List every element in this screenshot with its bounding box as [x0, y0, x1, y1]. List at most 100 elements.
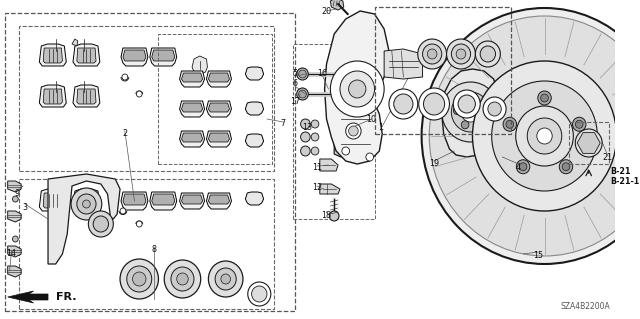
Circle shape: [472, 61, 616, 211]
Circle shape: [453, 90, 480, 118]
Circle shape: [311, 120, 319, 128]
Text: 3: 3: [22, 203, 28, 211]
Circle shape: [428, 49, 437, 59]
Circle shape: [77, 194, 96, 214]
Polygon shape: [44, 89, 63, 104]
Polygon shape: [207, 193, 232, 209]
Circle shape: [342, 70, 349, 78]
Circle shape: [13, 236, 19, 242]
Polygon shape: [209, 103, 230, 112]
Polygon shape: [209, 133, 230, 142]
Circle shape: [215, 268, 236, 290]
Bar: [293, 44, 374, 219]
Text: 15: 15: [532, 250, 543, 259]
Circle shape: [301, 146, 310, 156]
Circle shape: [366, 153, 374, 161]
Circle shape: [177, 273, 188, 285]
Text: FR.: FR.: [56, 292, 76, 302]
Circle shape: [537, 128, 552, 144]
Polygon shape: [123, 50, 146, 61]
Polygon shape: [77, 89, 96, 104]
Circle shape: [422, 8, 640, 264]
Polygon shape: [180, 193, 205, 209]
Polygon shape: [207, 131, 232, 147]
Circle shape: [456, 49, 466, 59]
Text: 1: 1: [378, 122, 383, 131]
Circle shape: [340, 71, 374, 107]
Polygon shape: [182, 73, 203, 82]
Circle shape: [346, 123, 361, 139]
Polygon shape: [320, 184, 340, 194]
Polygon shape: [152, 50, 175, 61]
Circle shape: [451, 44, 470, 64]
Circle shape: [516, 160, 530, 174]
Circle shape: [330, 211, 339, 221]
Circle shape: [340, 90, 348, 98]
Circle shape: [311, 133, 319, 141]
Polygon shape: [245, 134, 264, 147]
Circle shape: [418, 39, 447, 69]
Text: 6: 6: [292, 79, 298, 88]
Polygon shape: [73, 189, 100, 211]
Polygon shape: [8, 211, 21, 222]
Polygon shape: [40, 189, 67, 211]
Polygon shape: [121, 48, 148, 66]
Circle shape: [301, 132, 310, 142]
Circle shape: [136, 221, 142, 227]
Circle shape: [461, 121, 469, 129]
Circle shape: [488, 102, 501, 116]
Polygon shape: [207, 71, 232, 87]
Circle shape: [442, 82, 499, 142]
Circle shape: [394, 94, 413, 114]
Polygon shape: [182, 133, 203, 142]
Circle shape: [127, 266, 152, 292]
Bar: [19, 26, 274, 171]
Polygon shape: [207, 101, 232, 117]
Polygon shape: [73, 44, 100, 66]
Polygon shape: [72, 39, 78, 46]
Polygon shape: [123, 194, 146, 205]
Text: B-21: B-21: [610, 167, 630, 175]
Text: 5: 5: [292, 70, 298, 78]
Circle shape: [451, 92, 490, 132]
Text: B-21-1: B-21-1: [610, 176, 639, 186]
Circle shape: [311, 147, 319, 155]
Polygon shape: [150, 192, 177, 210]
Text: 2: 2: [122, 130, 127, 138]
Polygon shape: [577, 133, 600, 153]
Circle shape: [389, 89, 418, 119]
Polygon shape: [77, 48, 96, 63]
Polygon shape: [77, 193, 96, 208]
Polygon shape: [324, 11, 389, 164]
Circle shape: [349, 80, 366, 98]
Circle shape: [476, 41, 500, 67]
Polygon shape: [150, 48, 177, 66]
Bar: [374, 7, 511, 134]
Circle shape: [120, 259, 159, 299]
Circle shape: [580, 134, 597, 152]
Polygon shape: [8, 181, 21, 192]
Circle shape: [477, 117, 484, 125]
Circle shape: [136, 91, 142, 97]
Text: 10: 10: [367, 115, 377, 123]
Circle shape: [453, 107, 461, 115]
Circle shape: [478, 101, 486, 109]
Circle shape: [527, 118, 562, 154]
Polygon shape: [73, 85, 100, 107]
Text: 13: 13: [302, 122, 312, 131]
Circle shape: [120, 208, 126, 214]
Circle shape: [464, 94, 472, 102]
Circle shape: [447, 39, 476, 69]
Circle shape: [93, 216, 109, 232]
Circle shape: [164, 260, 201, 298]
Circle shape: [221, 274, 230, 284]
Polygon shape: [320, 159, 338, 171]
Circle shape: [483, 97, 506, 121]
Circle shape: [485, 159, 495, 169]
Circle shape: [519, 163, 527, 171]
Polygon shape: [8, 246, 21, 257]
Circle shape: [538, 91, 551, 105]
Polygon shape: [152, 194, 175, 205]
Polygon shape: [442, 69, 499, 157]
Text: SZA4B2200A: SZA4B2200A: [560, 302, 610, 311]
